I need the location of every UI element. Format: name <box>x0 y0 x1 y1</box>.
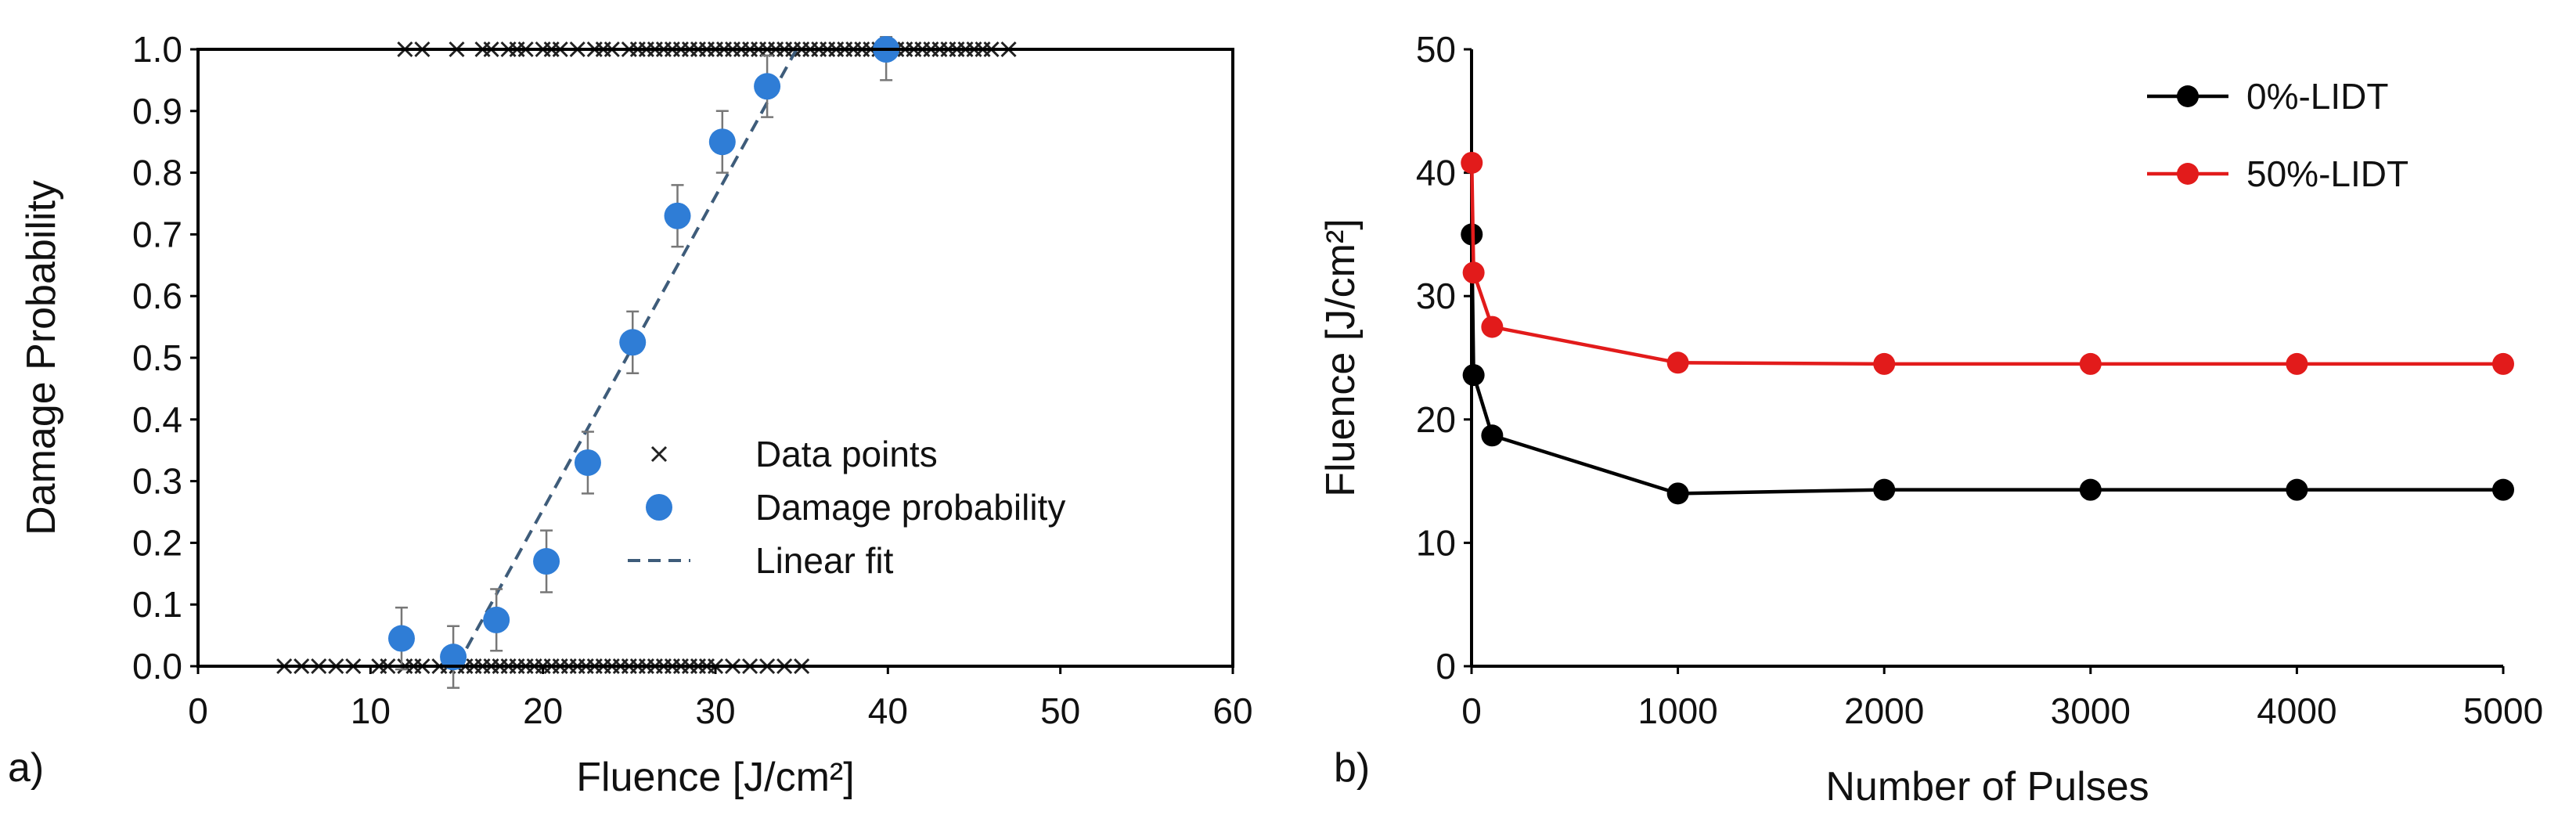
damage-probability-point <box>619 329 647 356</box>
chart-a-marks <box>276 35 1017 689</box>
damage-probability-point <box>574 449 601 476</box>
chart-a-legend: Data points Damage probability Linear fit <box>628 434 1065 581</box>
chart-a-x-tick-label: 60 <box>1212 690 1252 731</box>
chart-b-y-tick-label: 40 <box>1416 153 1456 193</box>
series-1-point <box>1666 352 1689 374</box>
chart-b-x-tick-label: 3000 <box>2051 690 2131 731</box>
chart-a-ticks: 0 10 20 30 40 50 60 0.0 0.1 0.2 0.3 0.4 0.5 0.6 0.7 0.8… <box>132 29 1253 731</box>
legend-dot-icon <box>646 494 672 521</box>
chart-b-legend: 0%-LIDT 50%-LIDT <box>2147 76 2408 194</box>
chart-a-x-tick-label: 40 <box>868 690 908 731</box>
chart-b-panel-label: b) <box>1334 745 1370 791</box>
damage-probability-point <box>440 644 467 671</box>
chart-a-x-tick-label: 0 <box>188 690 208 731</box>
chart-a-x-tick-label: 30 <box>695 690 735 731</box>
chart-a-y-tick-label: 0.4 <box>132 399 182 440</box>
chart-a-x-tick-label: 20 <box>523 690 563 731</box>
chart-a-x-axis-title: Fluence [J/cm²] <box>576 755 854 800</box>
chart-b-x-tick-label: 4000 <box>2257 690 2336 731</box>
linear-fit-line <box>455 49 798 667</box>
chart-b-y-tick-label: 20 <box>1416 399 1456 440</box>
chart-a-y-tick-label: 0.8 <box>132 153 182 193</box>
damage-probability-point <box>483 606 510 633</box>
chart-b-x-axis-title: Number of Pulses <box>1825 764 2149 809</box>
series-1-point <box>2286 352 2308 375</box>
chart-a-y-tick-label: 0.7 <box>132 214 182 254</box>
chart-b-y-tick-label: 0 <box>1436 646 1456 687</box>
series-1-point <box>1462 261 1485 284</box>
damage-probability-point <box>664 202 691 229</box>
damage-probability-point <box>708 128 736 156</box>
series-1-point <box>2079 352 2102 375</box>
chart-b-x-tick-label: 1000 <box>1637 690 1717 731</box>
chart-b: 0 1000 2000 3000 4000 5000 0 10 20 30 40 50 0%-LIDT… <box>1318 29 2543 809</box>
chart-a-y-tick-label: 0.2 <box>132 522 182 563</box>
chart-a-y-tick-label: 0.5 <box>132 337 182 378</box>
chart-a-y-tick-label: 1.0 <box>132 29 182 70</box>
chart-b-marks <box>1461 151 2514 505</box>
legend-marker-icon <box>2177 163 2199 185</box>
chart-a-x-tick-label: 10 <box>351 690 391 731</box>
series-0-point <box>1462 364 1485 387</box>
chart-b-legend-label: 50%-LIDT <box>2246 153 2408 194</box>
damage-probability-point <box>387 625 415 652</box>
damage-probability-point <box>533 548 560 575</box>
chart-b-x-tick-label: 0 <box>1461 690 1482 731</box>
legend-marker-icon <box>2177 85 2199 107</box>
chart-b-y-axis-title: Fluence [J/cm²] <box>1318 218 1364 496</box>
series-1-point <box>1461 151 1483 174</box>
chart-b-y-tick-label: 10 <box>1416 522 1456 563</box>
chart-a-legend-label: Linear fit <box>755 540 894 581</box>
series-1-point <box>1481 315 1504 338</box>
chart-b-plot-frame <box>1472 49 2503 666</box>
chart-a-y-tick-label: 0.6 <box>132 276 182 316</box>
chart-b-x-tick-label: 5000 <box>2463 690 2543 731</box>
chart-a: 0 10 20 30 40 50 60 0.0 0.1 0.2 0.3 0.4 0.5 0.6 0.7 0.8… <box>8 29 1253 800</box>
damage-probability-point <box>754 73 781 100</box>
series-0-point <box>1481 424 1504 447</box>
series-0-point <box>2079 478 2102 501</box>
series-0-point <box>2286 478 2308 501</box>
series-0-point <box>2492 478 2514 501</box>
series-1-point <box>2492 352 2514 375</box>
chart-b-x-tick-label: 2000 <box>1844 690 1924 731</box>
chart-a-y-axis-title: Damage Probability <box>19 180 64 535</box>
chart-b-y-tick-label: 50 <box>1416 29 1456 70</box>
chart-b-ticks: 0 1000 2000 3000 4000 5000 0 10 20 30 40 50 <box>1416 29 2543 731</box>
chart-a-y-tick-label: 0.9 <box>132 91 182 132</box>
legend-x-icon <box>650 445 668 463</box>
series-0-point <box>1873 478 1896 501</box>
series-1-point <box>1873 352 1896 375</box>
chart-a-panel-label: a) <box>8 745 44 791</box>
series-0-point <box>1666 482 1689 505</box>
chart-a-x-tick-label: 50 <box>1040 690 1080 731</box>
chart-a-y-tick-label: 0.1 <box>132 584 182 625</box>
chart-a-legend-label: Data points <box>755 434 938 474</box>
chart-b-y-tick-label: 30 <box>1416 276 1456 316</box>
chart-a-y-tick-label: 0.3 <box>132 461 182 502</box>
chart-b-legend-label: 0%-LIDT <box>2246 76 2388 117</box>
chart-a-y-tick-label: 0.0 <box>132 646 182 687</box>
chart-a-legend-label: Damage probability <box>755 487 1065 528</box>
